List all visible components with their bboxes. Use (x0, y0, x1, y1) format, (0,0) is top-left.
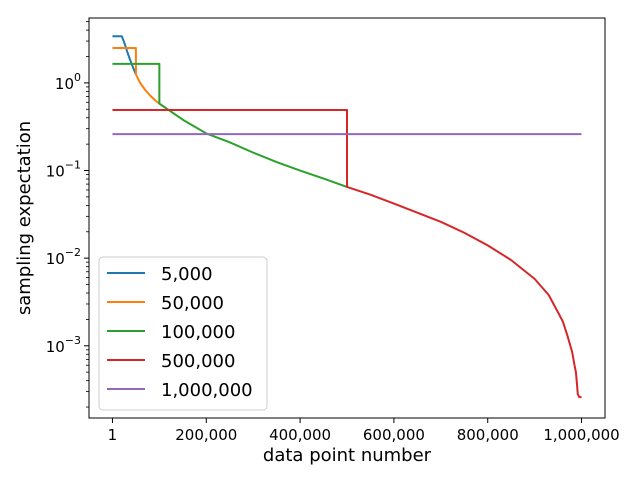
legend: 5,000 50,000 100,000 500,000 1,000,000 (98, 256, 268, 411)
x-axis: 1 200,000 400,000 600,000 800,000 1,000,000 (108, 418, 620, 444)
plot-area (112, 35, 582, 399)
series-line-2 (112, 62, 348, 188)
y-tick-label: 10−2 (46, 246, 81, 268)
y-axis: 10−3 10−2 10−1 100 (46, 21, 89, 408)
x-tick-label: 200,000 (175, 426, 237, 444)
series-line-0 (112, 35, 137, 75)
x-tick-label: 1 (108, 426, 118, 444)
legend-label-2: 100,000 (161, 322, 235, 343)
legend-box (98, 256, 268, 411)
x-tick-label: 400,000 (269, 426, 331, 444)
y-tick-label: 10−3 (46, 334, 81, 356)
legend-label-0: 5,000 (161, 264, 213, 285)
legend-label-1: 50,000 (161, 293, 224, 314)
x-tick-label: 800,000 (457, 426, 519, 444)
series-line-3 (112, 109, 582, 399)
plot-frame (88, 17, 606, 419)
y-tick-label: 10−1 (46, 159, 81, 181)
series-line-1 (112, 47, 160, 105)
y-tick-label: 100 (55, 71, 81, 93)
x-tick-label: 600,000 (363, 426, 425, 444)
legend-label-4: 1,000,000 (161, 380, 253, 401)
legend-label-3: 500,000 (161, 351, 235, 372)
x-tick-label: 1,000,000 (543, 426, 619, 444)
x-axis-title: data point number (263, 445, 432, 466)
y-axis-title: sampling expectation (14, 121, 35, 315)
